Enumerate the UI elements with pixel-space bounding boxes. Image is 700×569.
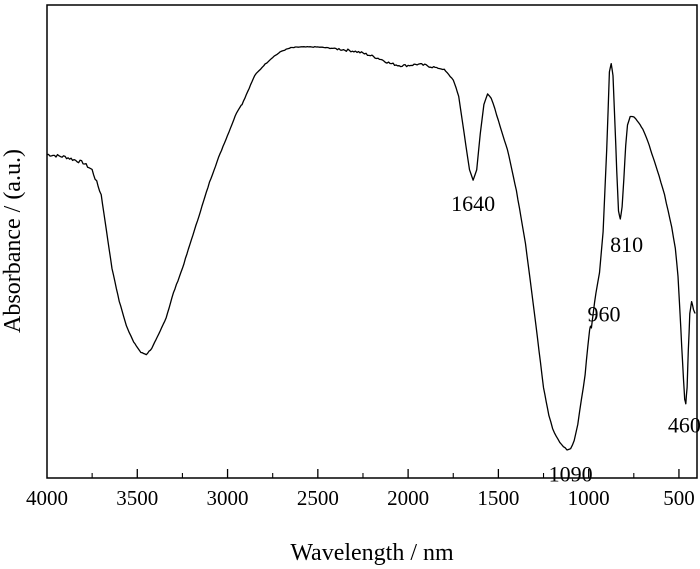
x-axis-ticks <box>91 469 680 478</box>
y-axis-title: Absorbance / (a.u.) <box>0 149 26 333</box>
plot-frame <box>46 4 698 479</box>
peak-label-810: 810 <box>610 232 643 257</box>
x-axis-title: Wavelength / nm <box>290 540 454 566</box>
x-tick-label: 2000 <box>387 486 429 510</box>
x-tick-label: 500 <box>663 486 695 510</box>
x-tick-label: 4000 <box>26 486 68 510</box>
peak-label-1640: 1640 <box>451 191 495 216</box>
x-tick-label: 2500 <box>297 486 339 510</box>
x-tick-label: 1500 <box>477 486 519 510</box>
peak-label-960: 960 <box>588 302 621 327</box>
peak-label-460: 460 <box>668 412 700 437</box>
peak-annotations: 1640 810 960 1090 460 <box>451 191 700 487</box>
x-tick-label: 3500 <box>116 486 158 510</box>
peak-label-1090: 1090 <box>549 462 593 487</box>
x-tick-label: 3000 <box>207 486 249 510</box>
x-tick-label: 1000 <box>568 486 610 510</box>
series-line <box>46 45 696 451</box>
x-axis-tick-labels: 4000 3500 3000 2500 2000 1500 1000 500 <box>26 486 695 510</box>
